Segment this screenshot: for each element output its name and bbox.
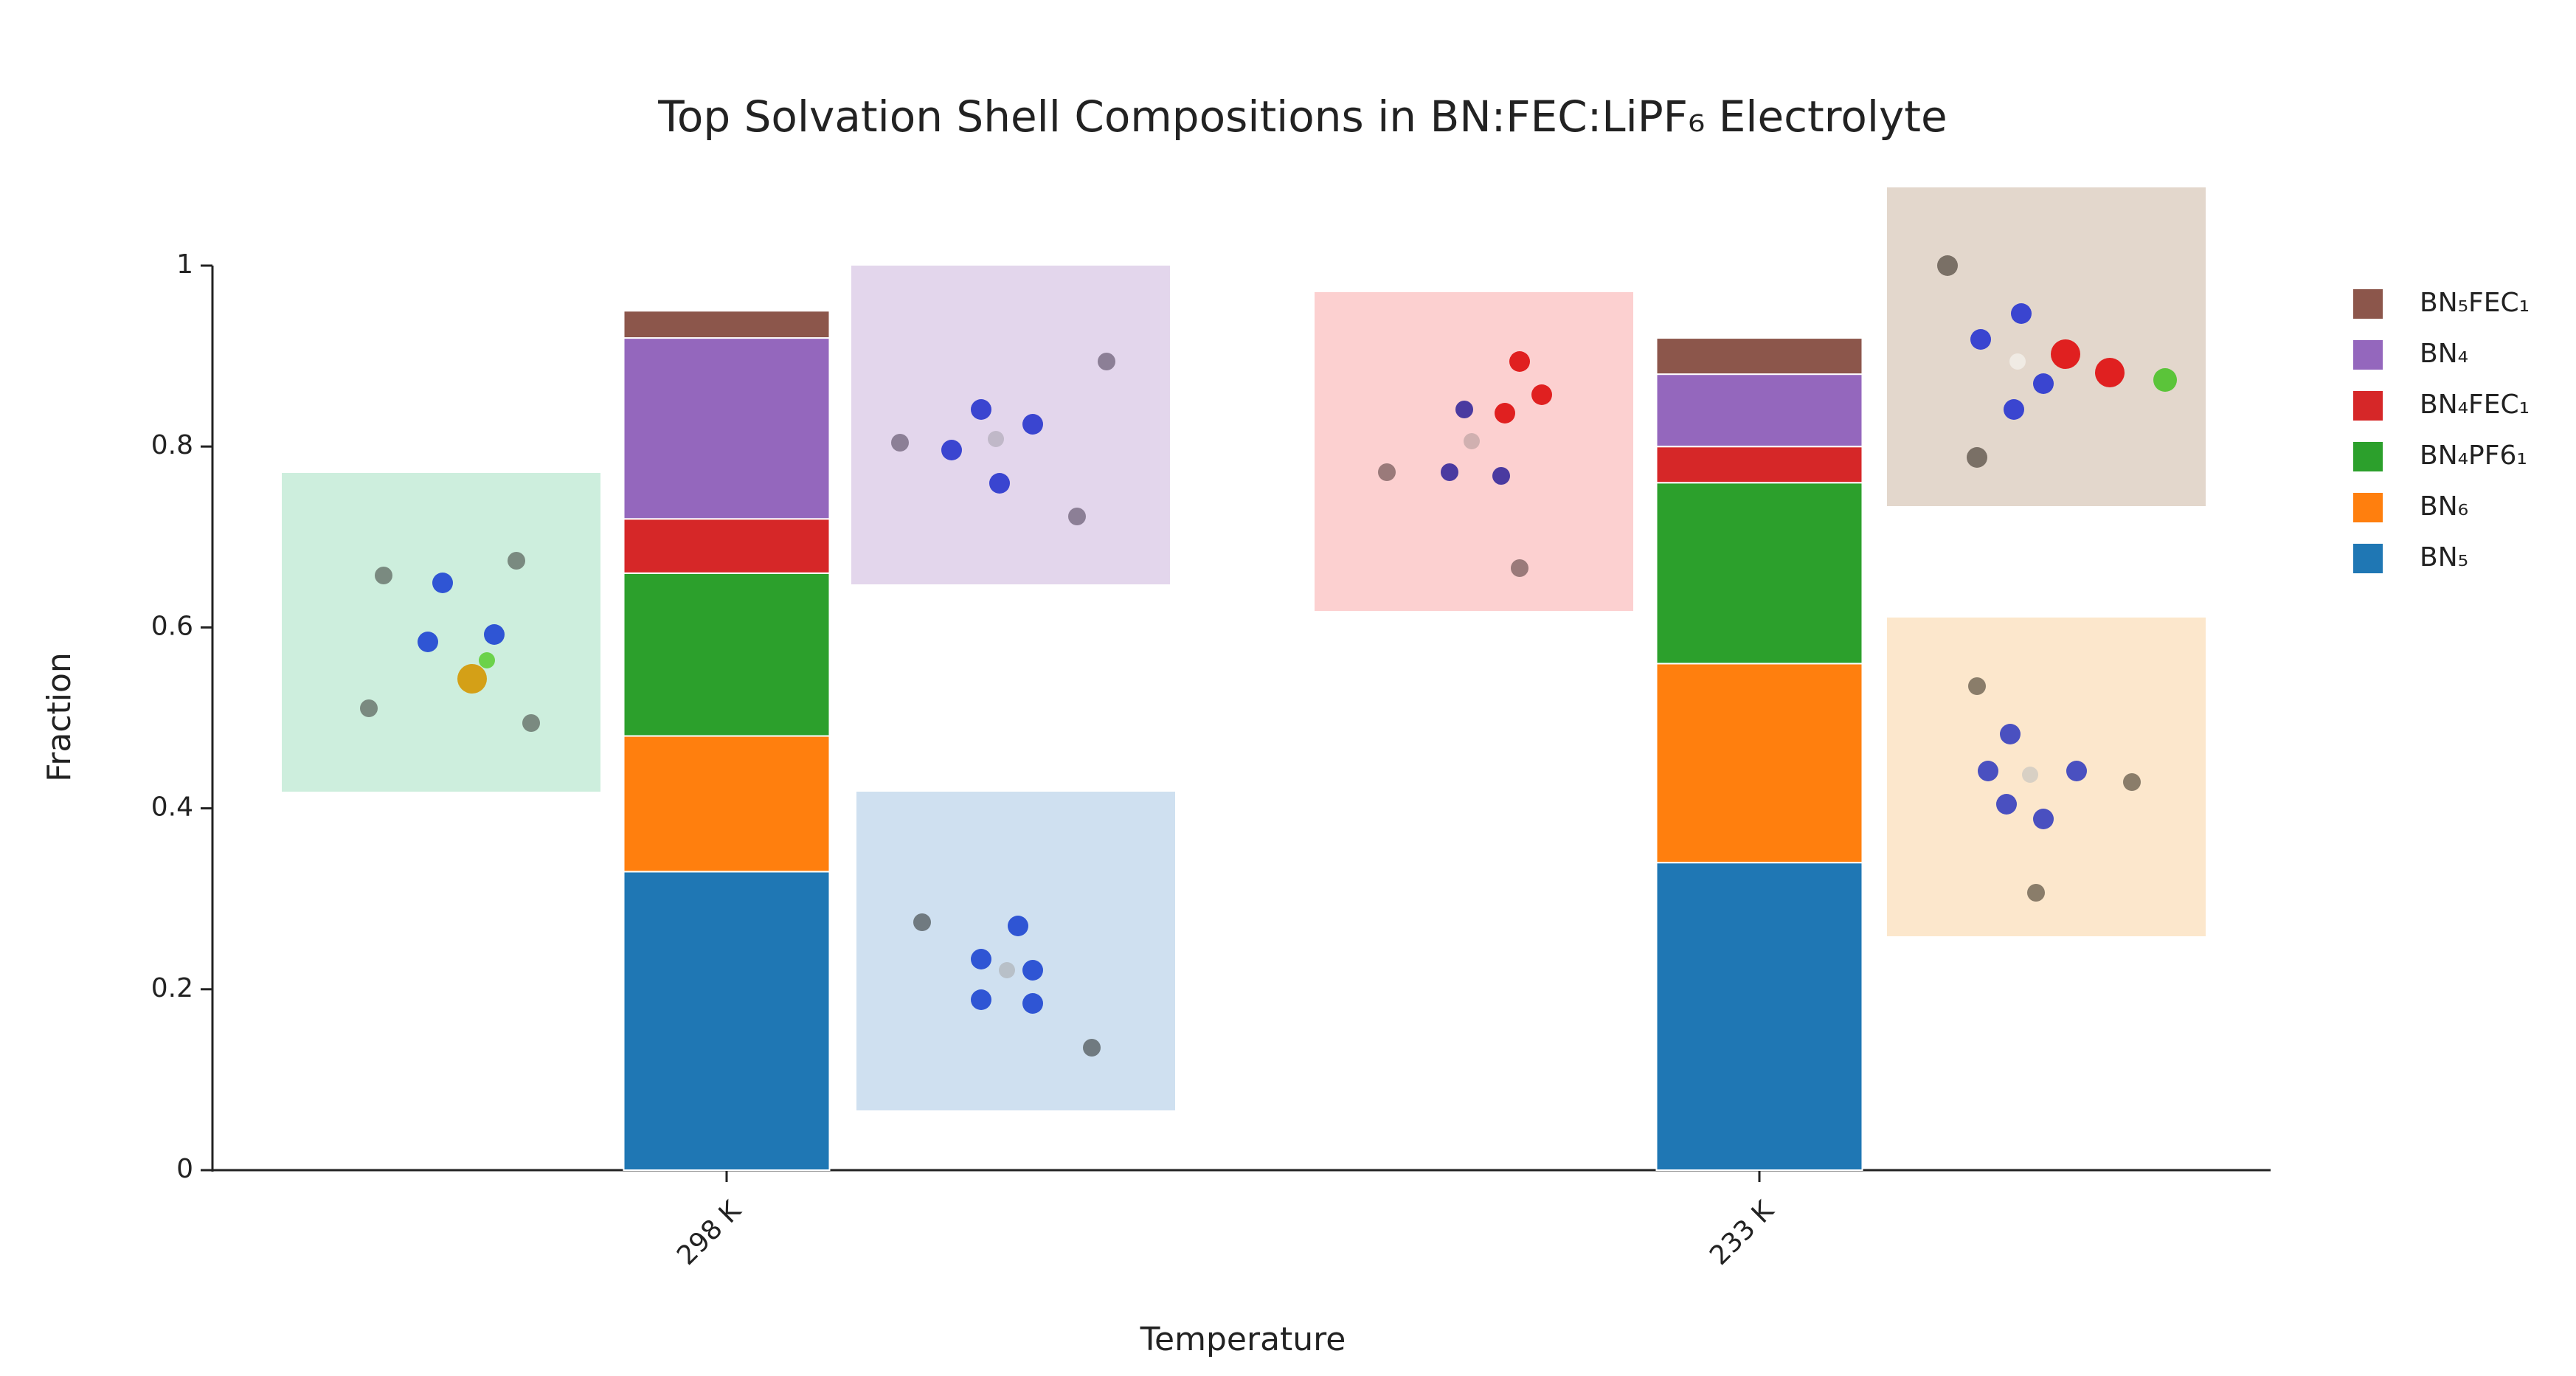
chart-title: Top Solvation Shell Compositions in BN:F… [657, 91, 1947, 142]
x-axis-label: Temperature [1140, 1321, 1346, 1358]
molecule-image [1887, 618, 2206, 936]
legend-swatch [2353, 544, 2383, 573]
y-tick-label: 0.4 [151, 792, 193, 823]
molecule-image [1887, 187, 2206, 506]
y-tick-label: 0 [176, 1154, 193, 1184]
bar-segment [623, 871, 831, 1172]
legend-label: BN₄PF6₁ [2420, 440, 2527, 471]
molecule-image [851, 266, 1170, 584]
legend-swatch [2353, 340, 2383, 370]
legend-label: BN₆ [2420, 491, 2468, 522]
legend-swatch [2353, 289, 2383, 319]
molecule-image [856, 792, 1175, 1110]
y-tick-label: 1 [176, 249, 193, 280]
legend-label: BN₅ [2420, 542, 2468, 573]
bar-segment [623, 735, 831, 873]
y-tick-label: 0.8 [151, 430, 193, 460]
bar-segment [1655, 337, 1863, 376]
legend-swatch [2353, 493, 2383, 522]
legend-swatch [2353, 391, 2383, 421]
y-tick-label: 0.6 [151, 611, 193, 641]
bar-segment [1655, 663, 1863, 864]
bar-segment [623, 572, 831, 737]
bar-segment [1655, 482, 1863, 665]
bar-segment [623, 310, 831, 339]
legend-swatch [2353, 442, 2383, 471]
molecule-images [282, 187, 2206, 1110]
legend-label: BN₅FEC₁ [2420, 288, 2530, 318]
molecule-image [1315, 292, 1633, 611]
x-tick-label: 233 K [1704, 1195, 1780, 1270]
bar-segment [623, 518, 831, 574]
bar-segment [1655, 862, 1863, 1172]
bar-segment [623, 337, 831, 520]
molecule-image [282, 473, 600, 792]
legend-label: BN₄FEC₁ [2420, 390, 2530, 420]
legend-label: BN₄ [2420, 339, 2468, 369]
x-tick-label: 298 K [671, 1195, 747, 1270]
y-axis-label: Fraction [41, 652, 78, 782]
bar-segment [1655, 373, 1863, 448]
y-tick-label: 0.2 [151, 973, 193, 1003]
bar-segment [1655, 446, 1863, 484]
